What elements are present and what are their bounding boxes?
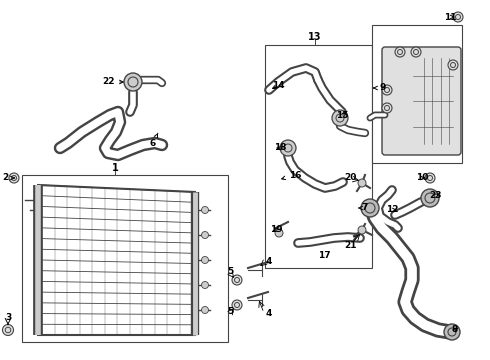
Text: 23: 23 xyxy=(429,192,441,201)
Text: 22: 22 xyxy=(102,77,123,86)
Circle shape xyxy=(361,199,379,217)
Circle shape xyxy=(421,189,439,207)
Circle shape xyxy=(275,229,283,237)
Text: 13: 13 xyxy=(308,32,322,42)
Bar xyxy=(22,175,228,342)
Circle shape xyxy=(382,85,392,95)
Text: 10: 10 xyxy=(416,174,428,183)
Circle shape xyxy=(453,12,463,22)
Circle shape xyxy=(382,103,392,113)
Circle shape xyxy=(9,173,19,183)
Circle shape xyxy=(411,47,421,57)
Text: 20: 20 xyxy=(344,172,356,181)
Bar xyxy=(372,25,462,163)
Text: 19: 19 xyxy=(270,225,282,234)
Text: 11: 11 xyxy=(444,13,456,22)
Text: 6: 6 xyxy=(150,133,158,148)
Circle shape xyxy=(358,226,366,234)
Text: 5: 5 xyxy=(227,267,233,276)
Circle shape xyxy=(201,282,209,288)
Text: 8: 8 xyxy=(452,325,458,334)
Circle shape xyxy=(332,110,348,126)
Text: 18: 18 xyxy=(274,144,286,153)
Text: 9: 9 xyxy=(374,84,386,93)
Circle shape xyxy=(358,179,366,187)
Text: 17: 17 xyxy=(318,252,330,261)
Text: 1: 1 xyxy=(112,163,119,173)
Text: 2: 2 xyxy=(2,174,14,183)
Text: 3: 3 xyxy=(5,314,11,323)
Circle shape xyxy=(425,173,435,183)
Circle shape xyxy=(201,207,209,213)
Text: 12: 12 xyxy=(386,206,398,215)
Circle shape xyxy=(448,60,458,70)
Text: 4: 4 xyxy=(266,309,272,318)
Circle shape xyxy=(201,231,209,238)
Text: 14: 14 xyxy=(271,81,284,90)
Circle shape xyxy=(395,47,405,57)
FancyBboxPatch shape xyxy=(382,47,461,155)
Text: 5: 5 xyxy=(227,307,233,316)
Circle shape xyxy=(201,256,209,264)
Text: 4: 4 xyxy=(266,257,272,266)
Bar xyxy=(265,45,372,268)
Circle shape xyxy=(232,275,242,285)
Circle shape xyxy=(280,140,296,156)
Circle shape xyxy=(232,300,242,310)
Text: 16: 16 xyxy=(282,171,301,180)
Circle shape xyxy=(124,73,142,91)
Text: 15: 15 xyxy=(336,112,348,121)
Text: 7: 7 xyxy=(359,203,368,212)
Circle shape xyxy=(2,324,14,336)
Circle shape xyxy=(444,324,460,340)
Text: 21: 21 xyxy=(344,240,356,249)
Circle shape xyxy=(201,306,209,314)
